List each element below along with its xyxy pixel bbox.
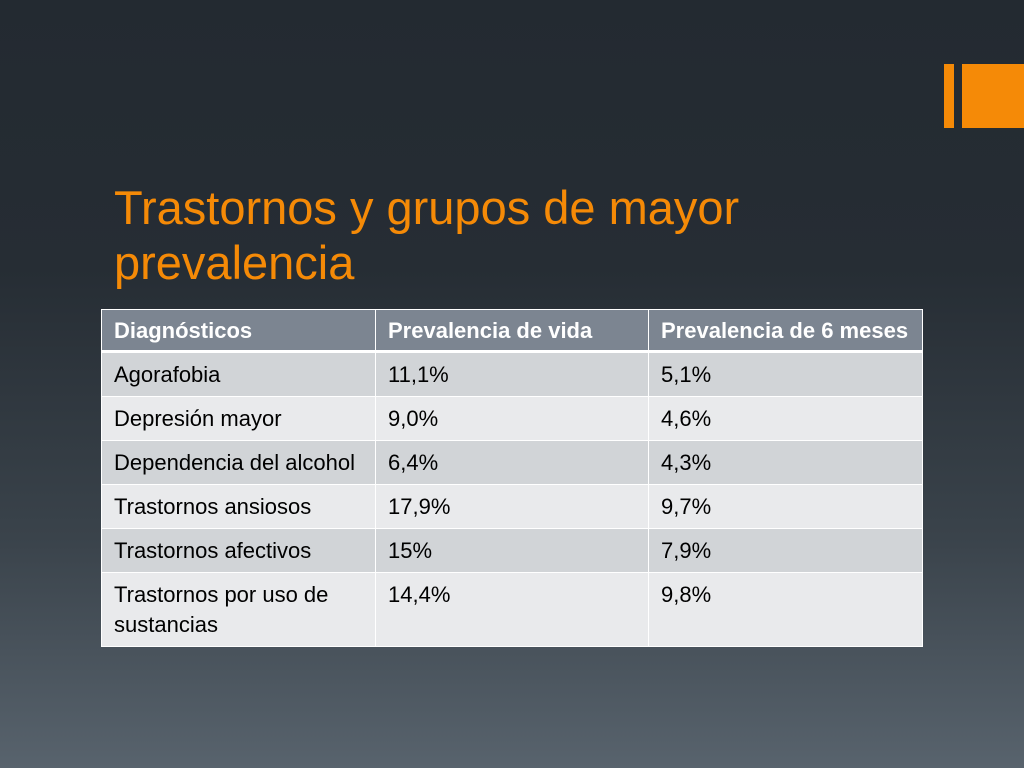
cell-prevalencia-6-meses: 4,3% <box>648 440 923 485</box>
cell-prevalencia-6-meses: 5,1% <box>648 351 923 397</box>
table-row: Trastornos afectivos 15% 7,9% <box>101 528 923 573</box>
table-row: Trastornos por uso de sustancias 14,4% 9… <box>101 572 923 647</box>
table-row: Dependencia del alcohol 6,4% 4,3% <box>101 440 923 485</box>
cell-prevalencia-6-meses: 9,8% <box>648 572 923 647</box>
header-diagnosticos: Diagnósticos <box>101 309 376 353</box>
cell-diagnostico: Dependencia del alcohol <box>101 440 376 485</box>
cell-prevalencia-vida: 17,9% <box>375 484 649 529</box>
table-row: Trastornos ansiosos 17,9% 9,7% <box>101 484 923 529</box>
accent-bar-thin <box>944 64 954 128</box>
table-header-row: Diagnósticos Prevalencia de vida Prevale… <box>101 309 923 353</box>
cell-prevalencia-6-meses: 7,9% <box>648 528 923 573</box>
slide-title: Trastornos y grupos de mayor prevalencia <box>114 181 740 289</box>
cell-diagnostico: Trastornos por uso de sustancias <box>101 572 376 647</box>
cell-prevalencia-vida: 9,0% <box>375 396 649 441</box>
header-prevalencia-vida: Prevalencia de vida <box>375 309 649 353</box>
cell-diagnostico: Trastornos afectivos <box>101 528 376 573</box>
cell-prevalencia-vida: 6,4% <box>375 440 649 485</box>
cell-prevalencia-vida: 11,1% <box>375 351 649 397</box>
accent-bar-thick <box>962 64 1024 128</box>
header-prevalencia-6-meses: Prevalencia de 6 meses <box>648 309 923 353</box>
cell-prevalencia-6-meses: 4,6% <box>648 396 923 441</box>
table-row: Agorafobia 11,1% 5,1% <box>101 351 923 397</box>
cell-prevalencia-vida: 15% <box>375 528 649 573</box>
cell-diagnostico: Depresión mayor <box>101 396 376 441</box>
prevalence-table: Diagnósticos Prevalencia de vida Prevale… <box>101 309 923 647</box>
cell-diagnostico: Agorafobia <box>101 351 376 397</box>
cell-prevalencia-vida: 14,4% <box>375 572 649 647</box>
table-row: Depresión mayor 9,0% 4,6% <box>101 396 923 441</box>
cell-prevalencia-6-meses: 9,7% <box>648 484 923 529</box>
cell-diagnostico: Trastornos ansiosos <box>101 484 376 529</box>
